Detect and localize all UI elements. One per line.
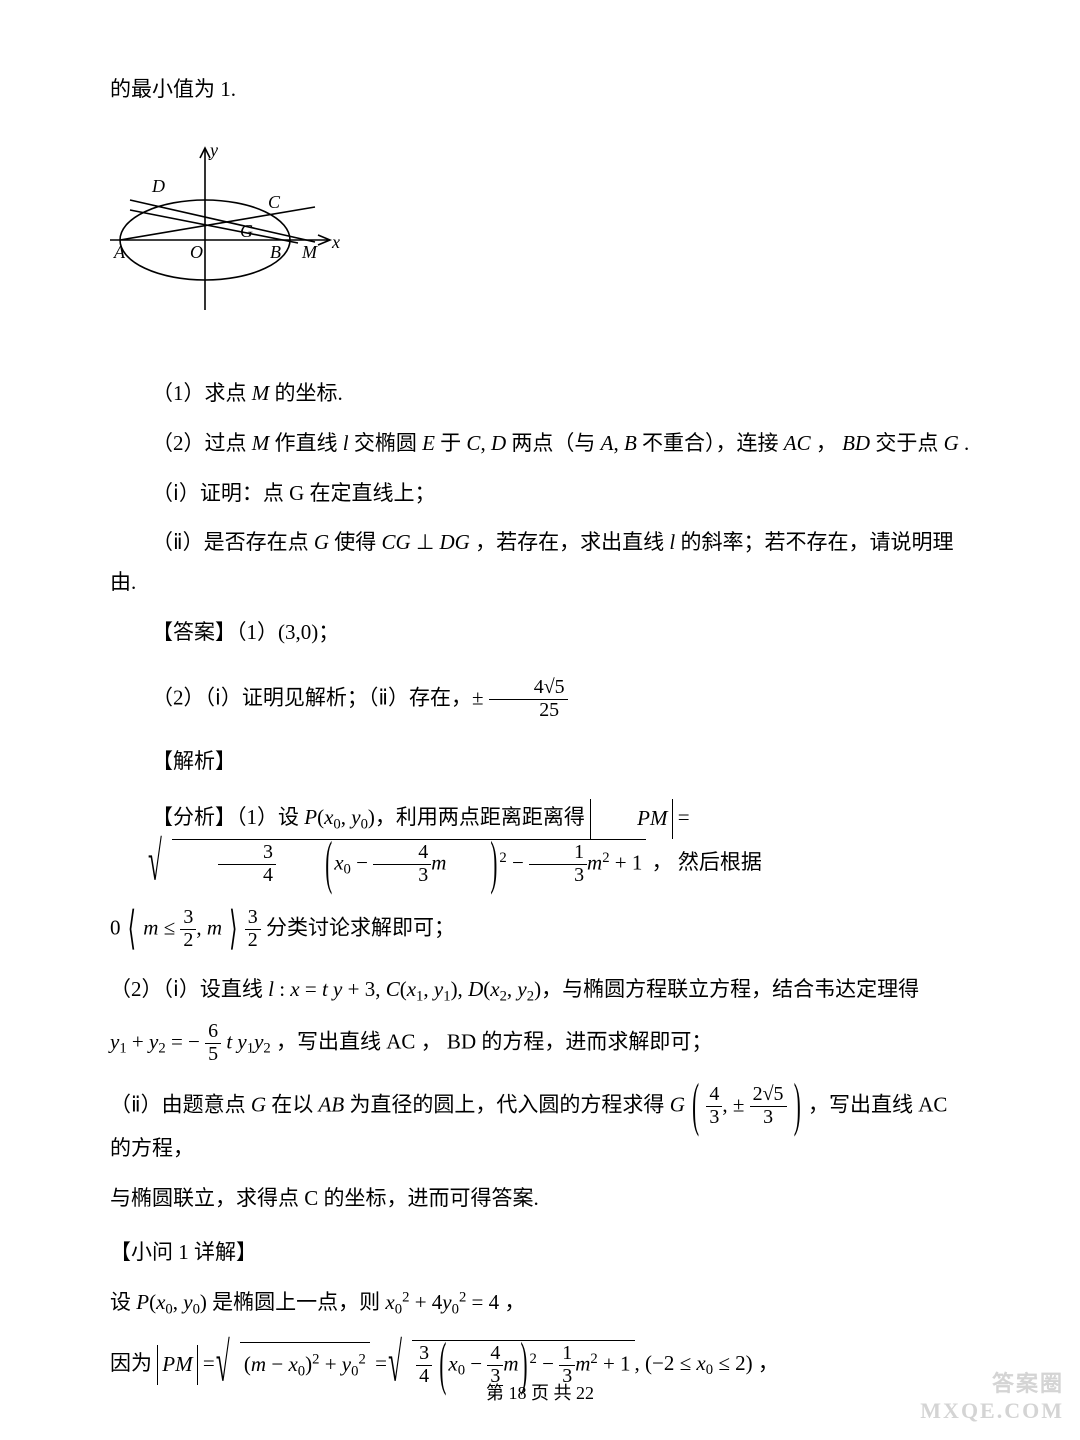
jiexi-label: 【解析】: [110, 742, 970, 782]
svg-text:O: O: [190, 242, 203, 262]
svg-text:x: x: [331, 232, 340, 252]
f2ii-b: ，写出直线 AC 的方程，: [110, 1092, 947, 1160]
fenxi-1-b: ， 然后根据: [652, 850, 762, 874]
fenxi-1: 【分析】（1）设 P(x0, y0)，利用两点距离距离得 PM = 34 (x0…: [110, 798, 970, 889]
cases-cn: 3: [245, 907, 261, 930]
q2-ii: （ⅱ）是否存在点 G 使得 CG ⊥ DG ，若存在，求出直线 l 的斜率；若不…: [110, 523, 970, 603]
fenxi-2-ii-c: 与椭圆联立，求得点 C 的坐标，进而可得答案.: [110, 1179, 970, 1219]
cases-cd: 2: [245, 930, 261, 952]
page-footer: 第 18 页 共 22: [0, 1376, 1080, 1410]
g-n1: 4: [706, 1084, 722, 1107]
svg-text:A: A: [113, 242, 126, 262]
fenxi-label: 【分析】: [152, 805, 236, 829]
g-d2: 3: [750, 1107, 787, 1129]
svg-text:D: D: [151, 176, 165, 196]
answer-2-prefix: （2）（ⅰ）证明见解析；（ⅱ）存在，±: [152, 685, 483, 709]
f1-n1: 3: [218, 842, 276, 865]
f1-d2: 3: [529, 865, 587, 887]
fenxi-2-i-a: （2）（ⅰ）设直线 l : x = t y + 3, C(x1, y1), D(…: [110, 970, 970, 1011]
q1: （1）求点 M 的坐标.: [110, 374, 970, 414]
fenxi-2-i-eq: y1 + y2 = − 65 t y1y2 ，写出直线 AC ， BD 的方程，…: [110, 1021, 970, 1066]
xw-in-n: 4: [487, 1343, 503, 1366]
xw-n1: 3: [416, 1343, 432, 1366]
ans2-den: 25: [489, 700, 568, 722]
fenxi-1-cases: 0 ⟨ m ≤ 32, m ⟩ 32 分类讨论求解即可；: [110, 907, 970, 952]
f2i-b: ，写出直线 AC ， BD 的方程，进而求解即可；: [276, 1030, 712, 1054]
svg-text:y: y: [208, 140, 218, 160]
answer-1: 【答案】（1）(3,0)；: [110, 613, 970, 653]
f1-d1: 4: [218, 865, 276, 887]
f1-in-n: 4: [373, 842, 431, 865]
g-pm: ±: [733, 1092, 745, 1116]
f1-n2: 1: [529, 842, 587, 865]
q2-intro: （2）过点 M 作直线 l 交椭圆 E 于 C, D 两点（与 A, B 不重合…: [110, 424, 970, 464]
fenxi-2-ii: （ⅱ）由题意点 G 在以 AB 为直径的圆上，代入圆的方程求得 G ( 43, …: [110, 1084, 970, 1169]
svg-text:B: B: [270, 242, 281, 262]
svg-text:C: C: [268, 192, 281, 212]
ans2-num: 4√5: [489, 677, 568, 700]
q2-i: （ⅰ）证明：点 G 在定直线上；: [110, 474, 970, 514]
svg-text:G: G: [240, 221, 253, 241]
f1-in-d: 3: [373, 865, 431, 887]
g-n2: 2√5: [750, 1084, 787, 1107]
g-d1: 3: [706, 1107, 722, 1129]
cases-a: 0: [110, 915, 121, 939]
answer-label: 【答案】: [152, 620, 236, 644]
xw1-a: 设 P(x0, y0) 是椭圆上一点，则 x02 + 4y02 = 4 ，: [110, 1283, 970, 1324]
f2i-d: 5: [205, 1044, 221, 1066]
svg-text:M: M: [301, 242, 318, 262]
answer-2: （2）（ⅰ）证明见解析；（ⅱ）存在，± 4√5 25: [110, 677, 970, 722]
ellipse-diagram: y x A O G B M C D: [110, 140, 970, 334]
cases-bd: 2: [180, 930, 196, 952]
top-fragment: 的最小值为 1.: [110, 70, 970, 110]
xw-n2: 1: [559, 1343, 575, 1366]
f2i-n: 6: [205, 1021, 221, 1044]
cases-bn: 3: [180, 907, 196, 930]
xw1-label: 【小问 1 详解】: [110, 1233, 970, 1273]
